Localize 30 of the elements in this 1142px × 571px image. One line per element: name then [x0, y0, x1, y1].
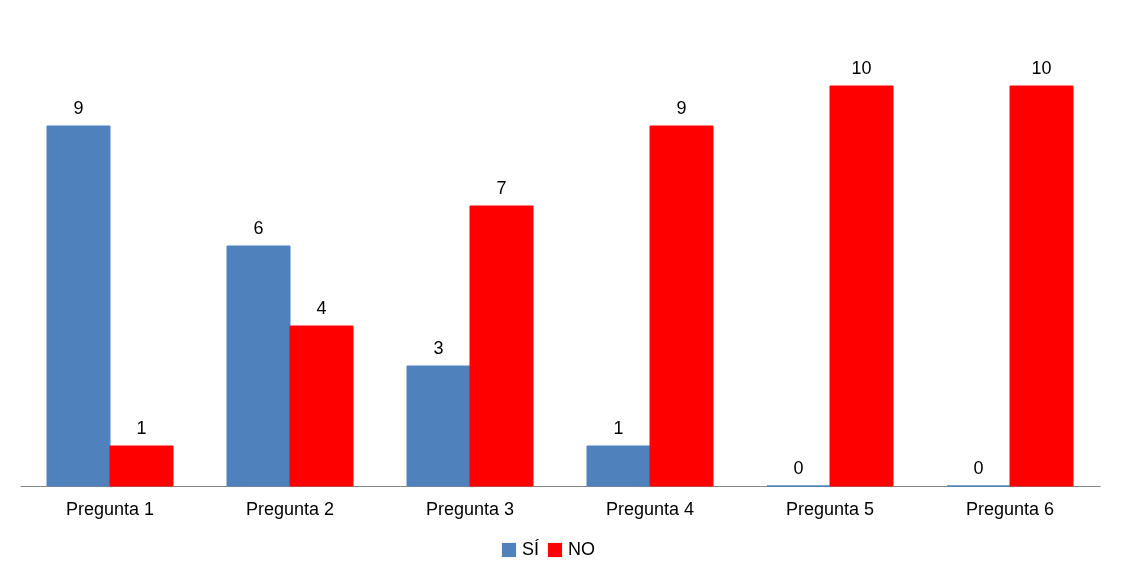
data-label: 0 [793, 458, 804, 478]
x-tick-label: Pregunta 5 [785, 498, 875, 519]
bar [649, 125, 714, 487]
bar [1009, 85, 1074, 487]
x-tick-label: Pregunta 2 [245, 498, 335, 519]
data-label: 10 [1031, 58, 1052, 78]
data-label: 10 [851, 58, 872, 78]
x-tick-label: Pregunta 1 [65, 498, 155, 519]
data-label: 9 [676, 98, 687, 118]
x-tick-label: Pregunta 3 [425, 498, 515, 519]
data-label: 7 [496, 178, 507, 198]
bar [586, 445, 651, 487]
data-label: 0 [973, 458, 984, 478]
bar [829, 85, 894, 487]
x-tick-label: Pregunta 4 [605, 498, 695, 519]
x-tick-label: Pregunta 6 [965, 498, 1055, 519]
data-label: 3 [433, 338, 444, 358]
legend-label: NO [568, 539, 595, 559]
data-label: 6 [253, 218, 264, 238]
bar [109, 445, 174, 487]
legend-label: SÍ [522, 539, 540, 559]
data-label: 1 [136, 418, 147, 438]
bar [406, 365, 471, 487]
bar [469, 205, 534, 487]
data-label: 9 [73, 98, 84, 118]
data-label: 4 [316, 298, 327, 318]
bar [289, 325, 354, 487]
bar [46, 125, 111, 487]
data-label: 1 [613, 418, 624, 438]
bar [226, 245, 291, 487]
